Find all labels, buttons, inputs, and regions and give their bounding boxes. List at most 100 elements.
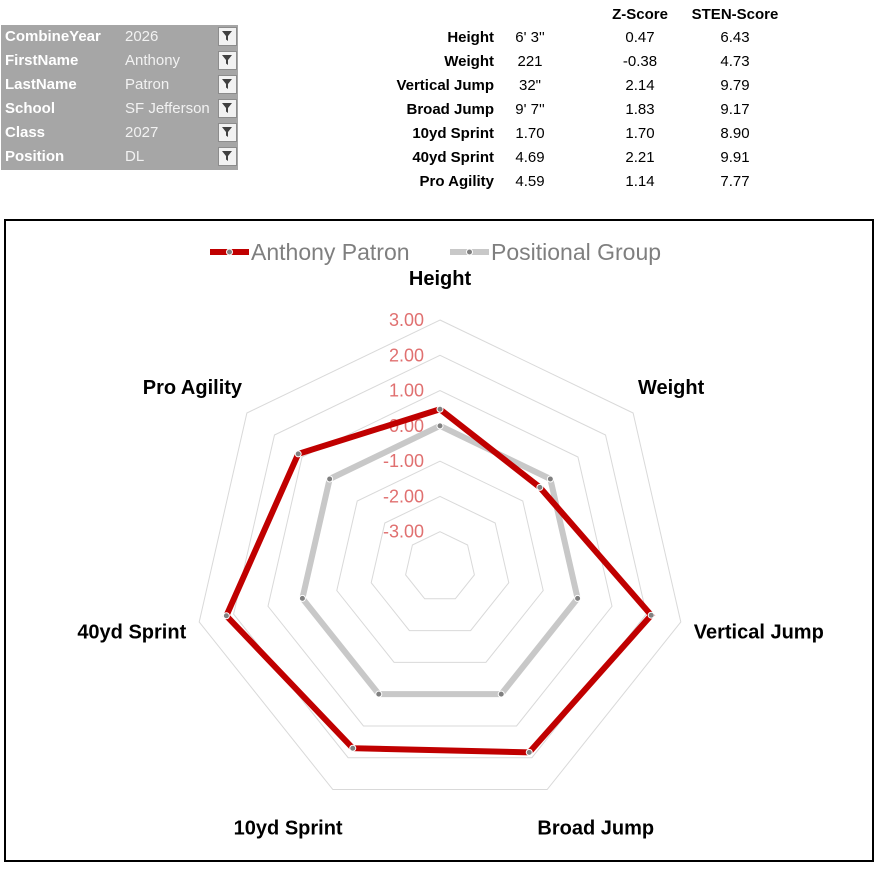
filter-value[interactable]: 2026 (125, 28, 159, 45)
category-label: 40yd Sprint (77, 621, 186, 643)
filter-label: LastName (5, 76, 77, 93)
grid-ring (267, 390, 613, 727)
grid-ring (336, 460, 544, 663)
category-label: Weight (638, 377, 705, 399)
stat-value: 6' 3'' (515, 29, 545, 46)
grid-ring (233, 354, 647, 759)
category-label: Vertical Jump (694, 621, 824, 643)
filter-button[interactable] (218, 75, 237, 94)
data-point (436, 422, 444, 430)
filter-icon (222, 103, 233, 114)
filter-row-combineyear: CombineYear 2026 (1, 25, 238, 49)
stat-sten-score: 9.91 (720, 149, 750, 166)
radar-chart: 3.00 2.00 1.00 0.00 -1.00 -2.00 -3.00 Height Wei… (4, 219, 874, 862)
filter-icon (222, 151, 233, 162)
filter-row-class: Class 2027 (1, 121, 238, 145)
stat-z-score: 2.21 (625, 149, 655, 166)
data-point (349, 744, 357, 752)
stat-sten-score: 9.17 (720, 101, 750, 118)
stat-z-score: 1.14 (625, 173, 655, 190)
sten-score-header: STEN-Score (691, 6, 779, 23)
category-label: 10yd Sprint (234, 817, 343, 839)
stat-value: 32" (518, 77, 541, 94)
filter-label: Position (5, 148, 65, 165)
stat-value: 1.70 (515, 125, 545, 142)
data-point (574, 594, 582, 602)
stat-z-score: -0.38 (622, 53, 658, 70)
stat-z-score: 2.14 (625, 77, 655, 94)
filter-row-position: Position DL (1, 145, 238, 169)
stat-label: Vertical Jump (396, 77, 494, 94)
filter-value[interactable]: Anthony (125, 52, 181, 69)
stat-label: 40yd Sprint (412, 149, 494, 166)
filter-value[interactable]: SF Jefferson (125, 100, 210, 117)
filter-button[interactable] (218, 51, 237, 70)
grid-ring (198, 319, 682, 791)
data-point (222, 612, 230, 620)
filter-icon (222, 55, 233, 66)
data-point (294, 450, 302, 458)
filter-row-lastname: LastName Patron (1, 73, 238, 97)
r-tick-label: 1.00 (389, 381, 424, 401)
category-label: Pro Agility (143, 377, 243, 399)
data-point (536, 483, 544, 491)
r-tick-label: -1.00 (383, 451, 424, 471)
data-point (497, 690, 505, 698)
grid-ring (405, 531, 475, 600)
r-tick-label: -2.00 (383, 486, 424, 506)
filter-button[interactable] (218, 27, 237, 46)
filter-label: School (5, 100, 56, 117)
series-line-player (222, 405, 656, 756)
data-point (298, 594, 306, 602)
filter-label: CombineYear (5, 28, 101, 45)
legend-label: Anthony Patron (251, 239, 410, 265)
filter-row-school: School SF Jefferson (1, 97, 238, 121)
stat-label: Weight (444, 53, 494, 70)
stat-value: 4.69 (515, 149, 545, 166)
stat-sten-score: 9.79 (720, 77, 750, 94)
stat-sten-score: 4.73 (720, 53, 750, 70)
stat-label: Pro Agility (419, 173, 494, 190)
z-score-header: Z-Score (612, 6, 668, 23)
stat-label: Broad Jump (406, 101, 494, 118)
data-point (525, 748, 533, 756)
grid-ring (370, 495, 510, 632)
stat-value: 4.59 (515, 173, 545, 190)
filter-value[interactable]: Patron (125, 76, 170, 93)
stat-value: 221 (517, 53, 543, 70)
data-point (546, 475, 554, 483)
legend-marker (466, 248, 473, 256)
r-tick-label: 2.00 (389, 345, 424, 365)
filter-panel: CombineYear 2026 FirstName Anthony LastName P… (1, 25, 238, 170)
filter-row-firstname: FirstName Anthony (1, 49, 238, 73)
category-label: Broad Jump (537, 817, 654, 839)
filter-button[interactable] (218, 147, 237, 166)
filter-label: FirstName (5, 52, 79, 69)
legend-label: Positional Group (491, 239, 661, 265)
filter-icon (222, 31, 233, 42)
legend-marker (226, 248, 233, 256)
stat-z-score: 0.47 (625, 29, 655, 46)
stat-label: 10yd Sprint (412, 125, 494, 142)
stat-z-score: 1.83 (625, 101, 655, 118)
filter-icon (222, 79, 233, 90)
data-point (375, 690, 383, 698)
stat-z-score: 1.70 (625, 125, 655, 142)
stat-sten-score: 6.43 (720, 29, 750, 46)
filter-value[interactable]: 2027 (125, 124, 159, 141)
data-point (326, 475, 334, 483)
filter-value[interactable]: DL (125, 148, 145, 165)
data-point (436, 405, 444, 413)
radar-chart-svg: 3.002.001.000.00-1.00-2.00-3.00HeightWei… (77, 239, 824, 839)
r-tick-label: -3.00 (383, 522, 424, 542)
stat-label: Height (447, 29, 494, 46)
data-point (647, 611, 655, 619)
filter-icon (222, 127, 233, 138)
r-tick-label: 3.00 (389, 310, 424, 330)
category-label: Height (409, 268, 472, 290)
stats-table: Z-Score STEN-Score Height 6' 3'' 0.47 6.43 W… (0, 0, 877, 200)
stat-sten-score: 7.77 (720, 173, 750, 190)
filter-button[interactable] (218, 99, 237, 118)
filter-button[interactable] (218, 123, 237, 142)
stat-value: 9' 7'' (515, 101, 545, 118)
